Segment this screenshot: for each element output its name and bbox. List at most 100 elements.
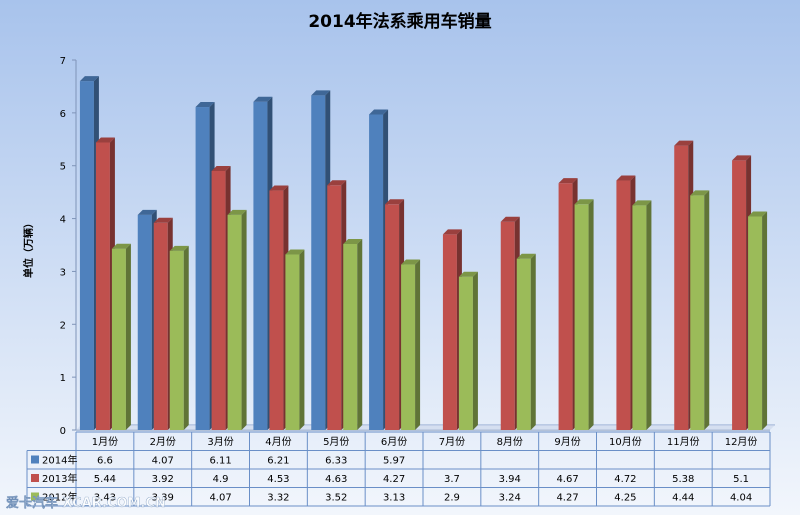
data-label: 6.11 bbox=[209, 456, 231, 467]
bar-front bbox=[401, 264, 416, 430]
bar-front bbox=[327, 185, 342, 430]
bar-side bbox=[183, 245, 189, 430]
bar-top bbox=[285, 249, 305, 255]
bar-top bbox=[369, 109, 389, 115]
bar-top bbox=[616, 175, 636, 181]
bar-top bbox=[732, 155, 752, 161]
bar-side bbox=[415, 259, 421, 430]
data-label: 4.27 bbox=[383, 474, 405, 485]
bar bbox=[748, 211, 768, 430]
bar-front bbox=[674, 145, 689, 430]
x-tick-label: 2月份 bbox=[150, 436, 176, 448]
x-tick-label: 7月份 bbox=[439, 436, 465, 448]
x-tick-label: 10月份 bbox=[609, 436, 642, 448]
bar-front bbox=[95, 142, 110, 430]
data-label: 4.07 bbox=[152, 456, 174, 467]
bar-top bbox=[401, 259, 421, 265]
data-label: 5.44 bbox=[94, 474, 116, 485]
bar-side bbox=[241, 209, 247, 430]
x-tick-label: 5月份 bbox=[323, 436, 349, 448]
bar-front bbox=[253, 101, 268, 430]
bar-top bbox=[442, 229, 462, 235]
bar-front bbox=[211, 171, 226, 430]
data-label: 3.7 bbox=[444, 474, 460, 485]
bar-front bbox=[458, 276, 473, 430]
chart-title: 2014年法系乘用车销量 bbox=[308, 11, 491, 32]
bar-side bbox=[530, 253, 536, 430]
plot-floor bbox=[76, 425, 775, 430]
bar-front bbox=[153, 222, 168, 430]
bar-front bbox=[632, 205, 647, 430]
bar-top bbox=[674, 140, 694, 146]
bar-front bbox=[574, 204, 589, 430]
bar-top bbox=[574, 199, 594, 205]
bar-top bbox=[137, 209, 157, 215]
bar-front bbox=[269, 190, 284, 430]
bar-top bbox=[632, 200, 652, 206]
bar bbox=[227, 209, 247, 430]
bar bbox=[632, 200, 652, 430]
data-label: 2.9 bbox=[444, 493, 460, 504]
data-label: 5.38 bbox=[672, 474, 694, 485]
bar bbox=[169, 245, 189, 430]
legend-entry: 2013年 bbox=[42, 472, 77, 485]
data-label: 5.1 bbox=[733, 474, 749, 485]
x-tick-label: 9月份 bbox=[554, 436, 580, 448]
y-tick-label: 2 bbox=[60, 320, 66, 331]
y-tick-label: 0 bbox=[60, 426, 66, 437]
bar-front bbox=[369, 114, 384, 430]
bar-front bbox=[558, 183, 573, 430]
data-label: 4.53 bbox=[267, 474, 289, 485]
bar-front bbox=[516, 258, 531, 430]
x-tick-label: 1月份 bbox=[92, 436, 118, 448]
data-label: 3.32 bbox=[267, 493, 289, 504]
legend-swatch bbox=[31, 455, 39, 464]
bar-front bbox=[311, 95, 326, 431]
y-tick-label: 6 bbox=[60, 109, 66, 120]
data-label: 3.24 bbox=[499, 493, 521, 504]
legend-swatch bbox=[31, 474, 39, 482]
bar-top bbox=[327, 180, 347, 186]
data-label: 4.63 bbox=[325, 474, 347, 485]
data-label: 4.72 bbox=[614, 474, 636, 485]
bar-front bbox=[748, 216, 763, 430]
legend-entry: 2012年 bbox=[42, 491, 77, 504]
x-tick-label: 12月份 bbox=[725, 436, 758, 448]
bar bbox=[401, 259, 421, 430]
y-tick-label: 1 bbox=[60, 373, 66, 384]
bar-top bbox=[748, 211, 768, 217]
bar-side bbox=[472, 271, 478, 430]
x-tick-label: 8月份 bbox=[497, 436, 523, 448]
bar-top bbox=[153, 217, 173, 223]
y-tick-label: 7 bbox=[60, 56, 66, 67]
bar-top bbox=[253, 96, 273, 102]
bar-side bbox=[299, 249, 305, 430]
data-label: 4.07 bbox=[209, 493, 231, 504]
bar-top bbox=[458, 271, 478, 277]
data-label: 4.67 bbox=[556, 474, 578, 485]
y-tick-label: 5 bbox=[60, 162, 66, 173]
bar-top bbox=[169, 245, 189, 251]
data-label: 4.44 bbox=[672, 493, 694, 504]
bar-top bbox=[690, 190, 710, 196]
y-axis-label: 单位（万辆） bbox=[22, 218, 35, 278]
bar-top bbox=[95, 137, 115, 143]
bar-front bbox=[195, 107, 210, 431]
bar-front bbox=[500, 221, 515, 430]
data-label: 3.43 bbox=[94, 493, 116, 504]
data-label: 3.52 bbox=[325, 493, 347, 504]
data-label: 6.33 bbox=[325, 456, 347, 467]
data-label: 3.13 bbox=[383, 493, 405, 504]
bar-front bbox=[690, 195, 705, 430]
bar bbox=[343, 238, 363, 430]
data-table: 1月份 2月份 3月份 4月份 5月份 6月份 7月份 8月份 9月份 10月份 11月份 12月份 2… bbox=[26, 431, 771, 507]
bar bbox=[285, 249, 305, 430]
x-tick-label: 3月份 bbox=[207, 436, 233, 448]
data-label: 3.92 bbox=[152, 474, 174, 485]
legend-swatch bbox=[31, 492, 39, 501]
bar-front bbox=[732, 160, 747, 430]
bar-top bbox=[516, 253, 536, 259]
x-tick-label: 4月份 bbox=[265, 436, 291, 448]
bar-top bbox=[227, 209, 247, 215]
